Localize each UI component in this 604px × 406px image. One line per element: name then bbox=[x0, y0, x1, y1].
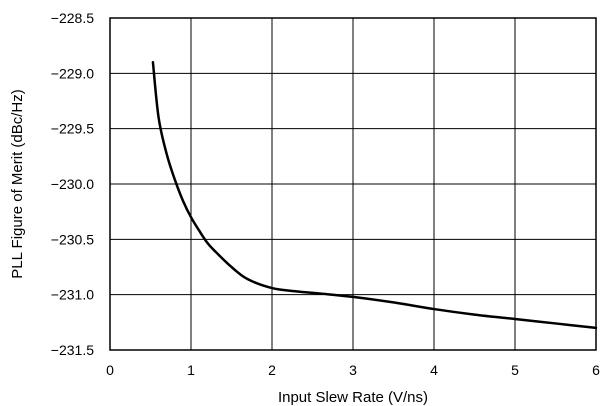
plot-area-frame bbox=[109, 17, 597, 351]
x-tick-label: 1 bbox=[187, 362, 195, 378]
x-tick-label: 5 bbox=[511, 362, 519, 378]
series-line-0 bbox=[151, 61, 598, 330]
y-tick-label: −229.5 bbox=[51, 121, 94, 137]
x-axis-title: Input Slew Rate (V/ns) bbox=[278, 389, 428, 406]
y-tick-label: −228.5 bbox=[51, 10, 94, 26]
x-tick-label: 3 bbox=[349, 362, 357, 378]
y-axis-tick-labels: −228.5 −229.0 −229.5 −230.0 −230.5 −231.0 −231… bbox=[51, 10, 94, 358]
y-tick-label: −231.5 bbox=[51, 342, 94, 358]
x-tick-label: 0 bbox=[106, 362, 114, 378]
x-tick-label: 6 bbox=[592, 362, 600, 378]
grid bbox=[110, 18, 596, 350]
x-tick-label: 4 bbox=[430, 362, 438, 378]
y-tick-label: −230.0 bbox=[51, 176, 94, 192]
y-tick-label: −229.0 bbox=[51, 65, 94, 81]
y-axis-title: PLL Figure of Merit (dBc/Hz) bbox=[9, 89, 26, 279]
y-tick-label: −231.0 bbox=[51, 287, 94, 303]
x-axis-tick-labels: 0 1 2 3 4 5 6 bbox=[106, 362, 600, 378]
x-tick-label: 2 bbox=[268, 362, 276, 378]
y-tick-label: −230.5 bbox=[51, 231, 94, 247]
series-layer bbox=[151, 61, 598, 330]
